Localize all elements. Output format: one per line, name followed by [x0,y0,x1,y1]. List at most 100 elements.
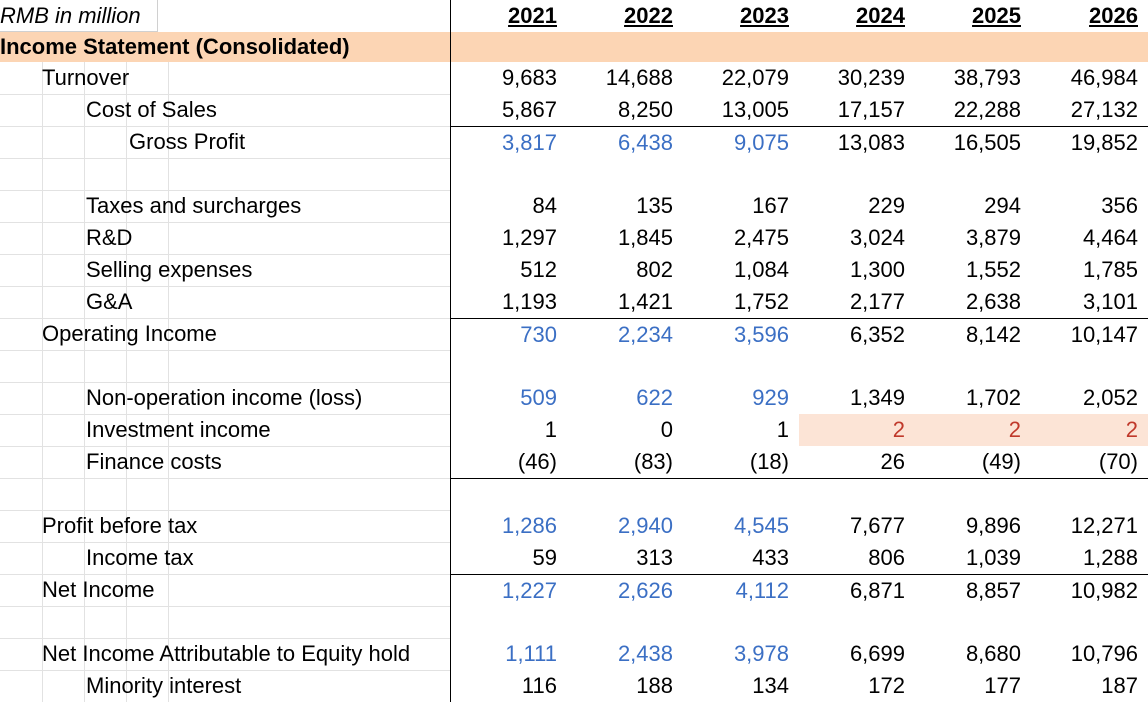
row-label-cell[interactable]: Net Income Attributable to Equity hold [0,638,451,670]
value-cell[interactable]: 1,288 [1082,545,1138,570]
value-cell[interactable]: 167 [752,193,789,218]
value-cell[interactable]: (46) [517,449,557,474]
row-label-cell[interactable]: Taxes and surcharges [0,190,451,222]
value-cell[interactable]: 356 [1101,193,1138,218]
row-label-cell[interactable]: Operating Income [0,318,451,350]
value-cell[interactable]: 8,142 [965,322,1021,347]
value-cell[interactable]: (83) [633,449,673,474]
section-title-cell[interactable]: Income Statement (Consolidated) [0,32,451,62]
value-cell[interactable]: (70) [1098,449,1138,474]
highlighted-value-cell[interactable]: 2 [1031,414,1148,446]
value-cell[interactable]: 622 [636,385,673,410]
value-cell[interactable]: 3,817 [501,130,557,155]
value-cell[interactable]: 1,286 [501,513,557,538]
value-cell[interactable]: 27,132 [1070,97,1138,122]
value-cell[interactable]: 7,677 [849,513,905,538]
year-2022[interactable]: 2022 [624,3,673,28]
value-cell[interactable]: 8,680 [965,641,1021,666]
row-label-cell[interactable]: Investment income [0,414,451,446]
unit-cell[interactable]: RMB in million [0,0,158,32]
value-cell[interactable]: (18) [749,449,789,474]
value-cell[interactable]: 10,982 [1070,578,1138,603]
year-2024[interactable]: 2024 [856,3,905,28]
value-cell[interactable]: 1,349 [849,385,905,410]
value-cell[interactable]: 1,084 [733,257,789,282]
value-cell[interactable]: 6,699 [849,641,905,666]
row-label-cell[interactable]: Gross Profit [0,126,451,158]
value-cell[interactable]: 12,271 [1070,513,1138,538]
value-cell[interactable]: 10,147 [1070,322,1138,347]
value-cell[interactable]: 38,793 [953,65,1021,90]
value-cell[interactable]: 134 [752,673,789,698]
row-label-cell[interactable]: Cost of Sales [0,94,451,126]
value-cell[interactable]: 2,940 [617,513,673,538]
row-label-cell[interactable]: Non-operation income (loss) [0,382,451,414]
value-cell[interactable]: 4,545 [733,513,789,538]
year-2021[interactable]: 2021 [508,3,557,28]
value-cell[interactable]: 9,683 [501,65,557,90]
value-cell[interactable]: 2,475 [733,225,789,250]
value-cell[interactable]: 177 [984,673,1021,698]
value-cell[interactable]: 730 [520,322,557,347]
highlighted-value-cell[interactable]: 2 [799,414,915,446]
value-cell[interactable]: 4,112 [735,578,789,603]
value-cell[interactable]: 6,352 [849,322,905,347]
value-cell[interactable]: 802 [636,257,673,282]
value-cell[interactable]: 19,852 [1070,130,1138,155]
row-label-cell[interactable]: Finance costs [0,446,451,478]
value-cell[interactable]: 16,505 [953,130,1021,155]
value-cell[interactable]: 1,752 [733,289,789,314]
value-cell[interactable]: 1 [544,417,557,442]
value-cell[interactable]: 929 [752,385,789,410]
value-cell[interactable]: 4,464 [1082,225,1138,250]
value-cell[interactable]: 1 [776,417,789,442]
value-cell[interactable]: 1,552 [965,257,1021,282]
value-cell[interactable]: 10,796 [1070,641,1138,666]
value-cell[interactable]: 8,250 [617,97,673,122]
value-cell[interactable]: 806 [868,545,905,570]
value-cell[interactable]: 1,421 [617,289,673,314]
value-cell[interactable]: 1,845 [617,225,673,250]
value-cell[interactable]: 46,984 [1070,65,1138,90]
value-cell[interactable]: 3,101 [1082,289,1138,314]
value-cell[interactable]: 22,288 [953,97,1021,122]
value-cell[interactable]: 1,039 [965,545,1021,570]
value-cell[interactable]: 187 [1101,673,1138,698]
value-cell[interactable]: 313 [636,545,673,570]
value-cell[interactable]: 2,052 [1082,385,1138,410]
value-cell[interactable]: 9,896 [965,513,1021,538]
year-2025[interactable]: 2025 [972,3,1021,28]
value-cell[interactable]: 30,239 [837,65,905,90]
value-cell[interactable]: 135 [636,193,673,218]
value-cell[interactable]: 84 [532,193,557,218]
value-cell[interactable]: 2,638 [965,289,1021,314]
value-cell[interactable]: 6,438 [617,130,673,155]
row-label-cell[interactable]: Income tax [0,542,451,574]
row-label-cell[interactable]: Selling expenses [0,254,451,286]
value-cell[interactable]: 0 [660,417,673,442]
value-cell[interactable]: 13,083 [837,130,905,155]
value-cell[interactable]: 22,079 [721,65,789,90]
value-cell[interactable]: 1,785 [1082,257,1138,282]
row-label-cell[interactable]: R&D [0,222,451,254]
value-cell[interactable]: 433 [752,545,789,570]
value-cell[interactable]: (49) [981,449,1021,474]
year-2023[interactable]: 2023 [740,3,789,28]
value-cell[interactable]: 2,626 [617,578,673,603]
row-label-cell[interactable]: Net Income [0,574,451,606]
value-cell[interactable]: 229 [868,193,905,218]
value-cell[interactable]: 1,297 [501,225,557,250]
value-cell[interactable]: 1,111 [505,641,557,666]
value-cell[interactable]: 1,702 [965,385,1021,410]
value-cell[interactable]: 512 [520,257,557,282]
value-cell[interactable]: 9,075 [733,130,789,155]
value-cell[interactable]: 3,879 [965,225,1021,250]
row-label-cell[interactable]: Minority interest [0,670,451,702]
value-cell[interactable]: 17,157 [837,97,905,122]
value-cell[interactable]: 59 [532,545,557,570]
row-label-cell[interactable]: G&A [0,286,451,318]
value-cell[interactable]: 8,857 [965,578,1021,603]
value-cell[interactable]: 26 [880,449,905,474]
row-label-cell[interactable]: Turnover [0,62,451,94]
row-label-cell[interactable]: Profit before tax [0,510,451,542]
